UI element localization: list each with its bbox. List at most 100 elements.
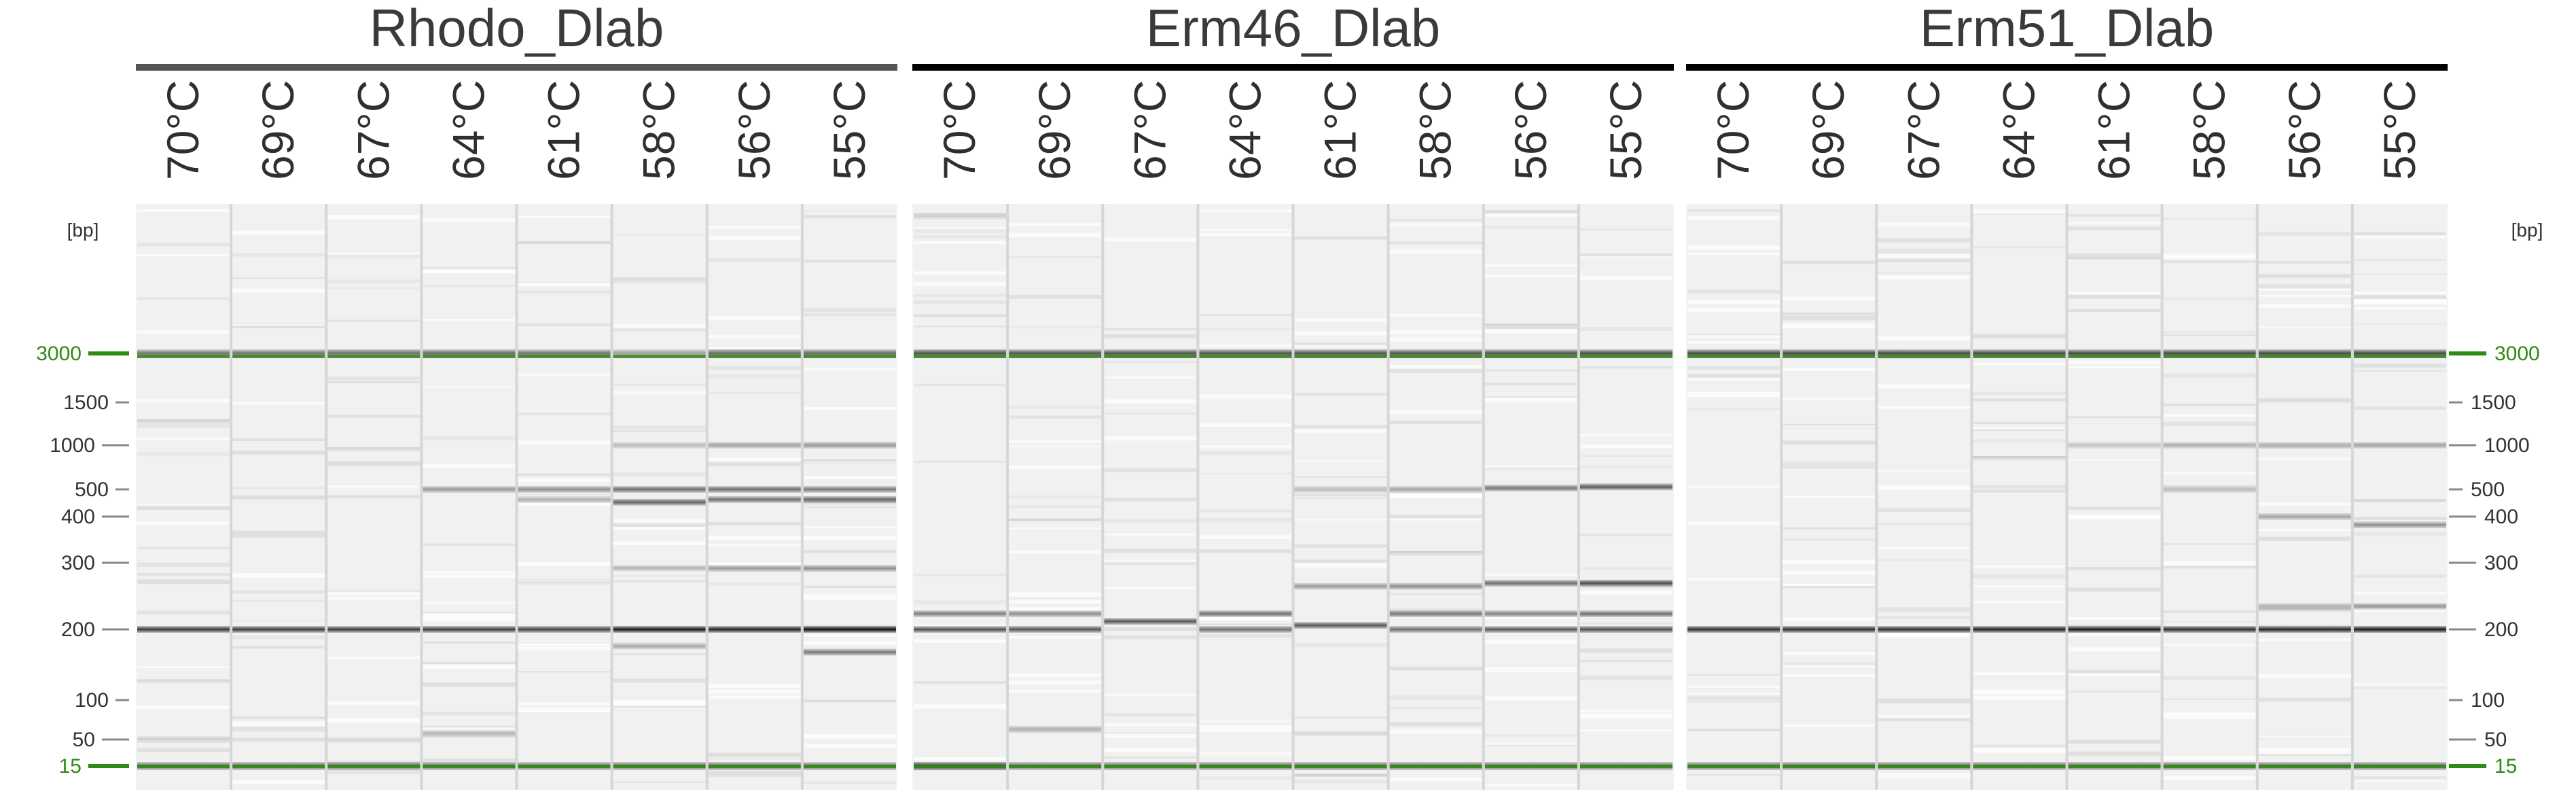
gel-smear <box>232 737 325 742</box>
gel-smear <box>1687 392 1781 397</box>
lane-separator <box>705 204 709 790</box>
lane-label: 61°C <box>1315 80 1365 180</box>
gel-smear <box>2353 608 2446 612</box>
gel-smear <box>327 381 421 383</box>
gel-smear <box>1009 294 1102 299</box>
ladder-scale-left: [bp] 3000 1500 1000 500 400 300 200 100 50 15 <box>36 220 129 778</box>
gel-smear <box>1687 693 1781 697</box>
dna-band <box>1294 486 1387 493</box>
gel-smear <box>1579 534 1672 536</box>
lane-fill <box>2163 204 2256 790</box>
gel-smear <box>2068 740 2161 744</box>
gel-smear <box>708 347 801 349</box>
gel-smear <box>803 536 896 540</box>
gel-lane <box>230 204 325 790</box>
gel-smear <box>613 678 706 683</box>
gel-smear <box>232 487 325 489</box>
dna-band <box>137 736 230 743</box>
gel-smear <box>1294 563 1387 568</box>
gel-smear <box>2258 275 2351 278</box>
dna-band <box>803 495 896 503</box>
gel-smear <box>803 526 896 529</box>
gel-smear <box>1687 307 1781 313</box>
ladder-label: 3000 <box>36 343 82 365</box>
gel-smear <box>1104 534 1197 536</box>
gel-smear <box>1973 211 2066 215</box>
lane-label: 70°C <box>1708 80 1758 180</box>
marker-band <box>518 355 611 358</box>
gel-smear <box>1294 493 1387 497</box>
gel-smear <box>1973 392 2066 396</box>
gel-smear <box>2353 591 2446 595</box>
marker-band <box>232 355 325 358</box>
gel-smear <box>232 636 325 640</box>
gel-smear <box>1973 429 2066 431</box>
dna-band <box>708 495 801 503</box>
gel-smear <box>518 644 611 646</box>
gel-smear <box>1009 636 1102 639</box>
gel-smear <box>2068 226 2161 230</box>
gel-smear <box>2163 373 2256 378</box>
gel-smear <box>803 476 896 479</box>
lane-separator <box>2350 204 2354 790</box>
gel-smear <box>1580 455 1672 457</box>
gel-smear <box>709 374 801 378</box>
gel-smear <box>1687 341 1781 344</box>
gel-smear <box>613 519 706 522</box>
marker-band <box>708 765 801 768</box>
gel-smear <box>1783 368 1876 372</box>
gel-smear <box>1687 686 1781 688</box>
gel-smear <box>2354 324 2446 325</box>
gel-smear <box>423 616 516 622</box>
gel-smear <box>518 579 611 580</box>
ladder-label: 200 <box>2484 619 2518 641</box>
gel-smear <box>613 708 706 710</box>
gel-smear <box>708 684 801 688</box>
gel-smear <box>327 701 421 706</box>
gel-panel <box>136 204 897 790</box>
gel-smear <box>1484 210 1577 213</box>
gel-smear <box>1783 538 1876 541</box>
lane-fill <box>1104 204 1197 790</box>
gel-smear <box>423 285 516 287</box>
gel-smear <box>1199 776 1291 780</box>
gel-smear <box>1389 330 1482 334</box>
gel-smear <box>803 367 896 371</box>
gel-smear <box>1484 574 1577 576</box>
gel-smear <box>1783 324 1876 328</box>
dna-band <box>1009 610 1102 617</box>
gel-smear <box>708 695 801 699</box>
gel-smear <box>1199 423 1292 427</box>
ladder-label: 100 <box>2471 689 2505 712</box>
dna-band <box>613 442 706 449</box>
gel-smear <box>2258 529 2351 532</box>
ladder-label: 1000 <box>50 434 95 457</box>
gel-smear <box>1687 700 1781 703</box>
gel-smear <box>803 634 896 637</box>
gel-smear <box>2164 621 2256 623</box>
gel-smear <box>1878 275 1971 279</box>
gel-smear <box>1579 445 1672 449</box>
gel-smear <box>1687 209 1781 212</box>
gel-smear <box>327 656 421 659</box>
gel-smear <box>1199 534 1292 539</box>
gel-smear <box>1973 427 2066 429</box>
gel-smear <box>2258 457 2351 460</box>
marker-band <box>327 355 421 358</box>
gel-smear <box>1878 607 1971 612</box>
gel-smear <box>1104 519 1197 523</box>
gel-smear <box>1294 771 1387 775</box>
gel-smear <box>1579 729 1672 732</box>
gel-panel <box>912 204 1674 790</box>
gel-lane <box>800 204 896 790</box>
gel-smear <box>1579 366 1672 369</box>
gel-smear <box>1579 228 1672 231</box>
gel-smear <box>2068 309 2161 312</box>
gel-smear <box>2354 686 2446 689</box>
gel-smear <box>2163 561 2256 566</box>
gel-smear <box>803 313 896 317</box>
gel-smear <box>518 561 611 566</box>
lane-separator <box>515 204 518 790</box>
gel-smear <box>518 241 611 245</box>
ladder-label: 3000 <box>2494 343 2540 365</box>
